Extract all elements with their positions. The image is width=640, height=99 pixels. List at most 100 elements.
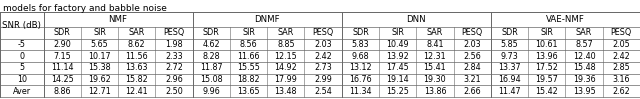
- Text: 2.72: 2.72: [165, 63, 183, 72]
- Text: 2.54: 2.54: [314, 87, 332, 96]
- Text: SDR: SDR: [352, 28, 369, 37]
- Text: 2.56: 2.56: [463, 52, 481, 61]
- Text: 11.34: 11.34: [349, 87, 372, 96]
- Text: 11.56: 11.56: [125, 52, 148, 61]
- Text: 3.16: 3.16: [612, 75, 630, 84]
- Text: 2.42: 2.42: [612, 52, 630, 61]
- Text: 13.12: 13.12: [349, 63, 372, 72]
- Text: 8.86: 8.86: [53, 87, 71, 96]
- Text: 14.92: 14.92: [275, 63, 297, 72]
- Text: 15.08: 15.08: [200, 75, 223, 84]
- Text: PESQ: PESQ: [611, 28, 632, 37]
- Text: 15.42: 15.42: [536, 87, 558, 96]
- Text: PESQ: PESQ: [163, 28, 184, 37]
- Text: 2.50: 2.50: [165, 87, 183, 96]
- Text: 12.41: 12.41: [125, 87, 148, 96]
- Text: 5.83: 5.83: [351, 40, 369, 49]
- Text: 2.73: 2.73: [314, 63, 332, 72]
- Text: VAE-NMF: VAE-NMF: [546, 15, 585, 24]
- Text: 17.99: 17.99: [275, 75, 297, 84]
- Text: 9.68: 9.68: [351, 52, 369, 61]
- Text: PESQ: PESQ: [312, 28, 333, 37]
- Text: 10.49: 10.49: [387, 40, 409, 49]
- Text: 13.65: 13.65: [237, 87, 260, 96]
- Text: 5.65: 5.65: [91, 40, 108, 49]
- Text: 2.85: 2.85: [612, 63, 630, 72]
- Text: 15.41: 15.41: [424, 63, 446, 72]
- Text: 19.14: 19.14: [387, 75, 409, 84]
- Text: 2.84: 2.84: [463, 63, 481, 72]
- Text: SIR: SIR: [242, 28, 255, 37]
- Text: PESQ: PESQ: [461, 28, 483, 37]
- Text: 9.73: 9.73: [500, 52, 518, 61]
- Text: 2.03: 2.03: [463, 40, 481, 49]
- Text: 13.92: 13.92: [387, 52, 409, 61]
- Text: 15.82: 15.82: [125, 75, 148, 84]
- Text: 11.87: 11.87: [200, 63, 223, 72]
- Text: SDR: SDR: [54, 28, 70, 37]
- Text: 2.05: 2.05: [612, 40, 630, 49]
- Text: 10.17: 10.17: [88, 52, 111, 61]
- Text: 8.85: 8.85: [277, 40, 294, 49]
- Text: DNMF: DNMF: [254, 15, 280, 24]
- Text: 19.62: 19.62: [88, 75, 111, 84]
- Text: 8.62: 8.62: [128, 40, 145, 49]
- Text: 13.95: 13.95: [573, 87, 595, 96]
- Text: 2.90: 2.90: [53, 40, 71, 49]
- Text: SAR: SAR: [576, 28, 592, 37]
- Text: 12.15: 12.15: [275, 52, 297, 61]
- Text: -5: -5: [18, 40, 26, 49]
- Text: 4.62: 4.62: [202, 40, 220, 49]
- Text: SDR: SDR: [203, 28, 220, 37]
- Text: Aver: Aver: [13, 87, 31, 96]
- Text: DNN: DNN: [406, 15, 426, 24]
- Text: 17.45: 17.45: [387, 63, 409, 72]
- Text: models for factory and babble noise: models for factory and babble noise: [3, 4, 167, 13]
- Text: 19.57: 19.57: [536, 75, 558, 84]
- Text: 18.82: 18.82: [237, 75, 260, 84]
- Text: 2.66: 2.66: [463, 87, 481, 96]
- Text: 8.41: 8.41: [426, 40, 444, 49]
- Text: 19.30: 19.30: [424, 75, 446, 84]
- Text: 13.63: 13.63: [125, 63, 148, 72]
- Text: 2.99: 2.99: [314, 75, 332, 84]
- Text: 10.61: 10.61: [536, 40, 558, 49]
- Text: 15.38: 15.38: [88, 63, 111, 72]
- Text: 13.96: 13.96: [536, 52, 558, 61]
- Text: 8.28: 8.28: [202, 52, 220, 61]
- Text: SAR: SAR: [427, 28, 443, 37]
- Text: 15.25: 15.25: [387, 87, 409, 96]
- Text: 2.96: 2.96: [165, 75, 183, 84]
- Text: 17.52: 17.52: [536, 63, 558, 72]
- Text: 2.42: 2.42: [314, 52, 332, 61]
- Text: 2.33: 2.33: [165, 52, 183, 61]
- Text: 1.98: 1.98: [165, 40, 183, 49]
- Text: 16.94: 16.94: [498, 75, 521, 84]
- Text: 19.36: 19.36: [573, 75, 595, 84]
- Text: 0: 0: [19, 52, 24, 61]
- Text: 10: 10: [17, 75, 27, 84]
- Text: 13.86: 13.86: [424, 87, 446, 96]
- Text: 15.55: 15.55: [237, 63, 260, 72]
- Text: 5: 5: [19, 63, 24, 72]
- Text: SAR: SAR: [129, 28, 145, 37]
- Text: 5.85: 5.85: [500, 40, 518, 49]
- Text: 12.31: 12.31: [424, 52, 446, 61]
- Text: 14.25: 14.25: [51, 75, 74, 84]
- Text: SNR (dB): SNR (dB): [3, 21, 41, 30]
- Text: SDR: SDR: [501, 28, 518, 37]
- Text: 2.03: 2.03: [314, 40, 332, 49]
- Text: NMF: NMF: [109, 15, 127, 24]
- Text: 16.76: 16.76: [349, 75, 372, 84]
- Text: 13.48: 13.48: [275, 87, 297, 96]
- Text: 11.14: 11.14: [51, 63, 74, 72]
- Text: SIR: SIR: [93, 28, 106, 37]
- Text: 2.62: 2.62: [612, 87, 630, 96]
- Text: 11.66: 11.66: [237, 52, 260, 61]
- Text: 11.47: 11.47: [498, 87, 521, 96]
- Text: 15.48: 15.48: [573, 63, 595, 72]
- Text: SIR: SIR: [540, 28, 553, 37]
- Text: 7.15: 7.15: [53, 52, 71, 61]
- Text: 8.57: 8.57: [575, 40, 593, 49]
- Text: 3.21: 3.21: [463, 75, 481, 84]
